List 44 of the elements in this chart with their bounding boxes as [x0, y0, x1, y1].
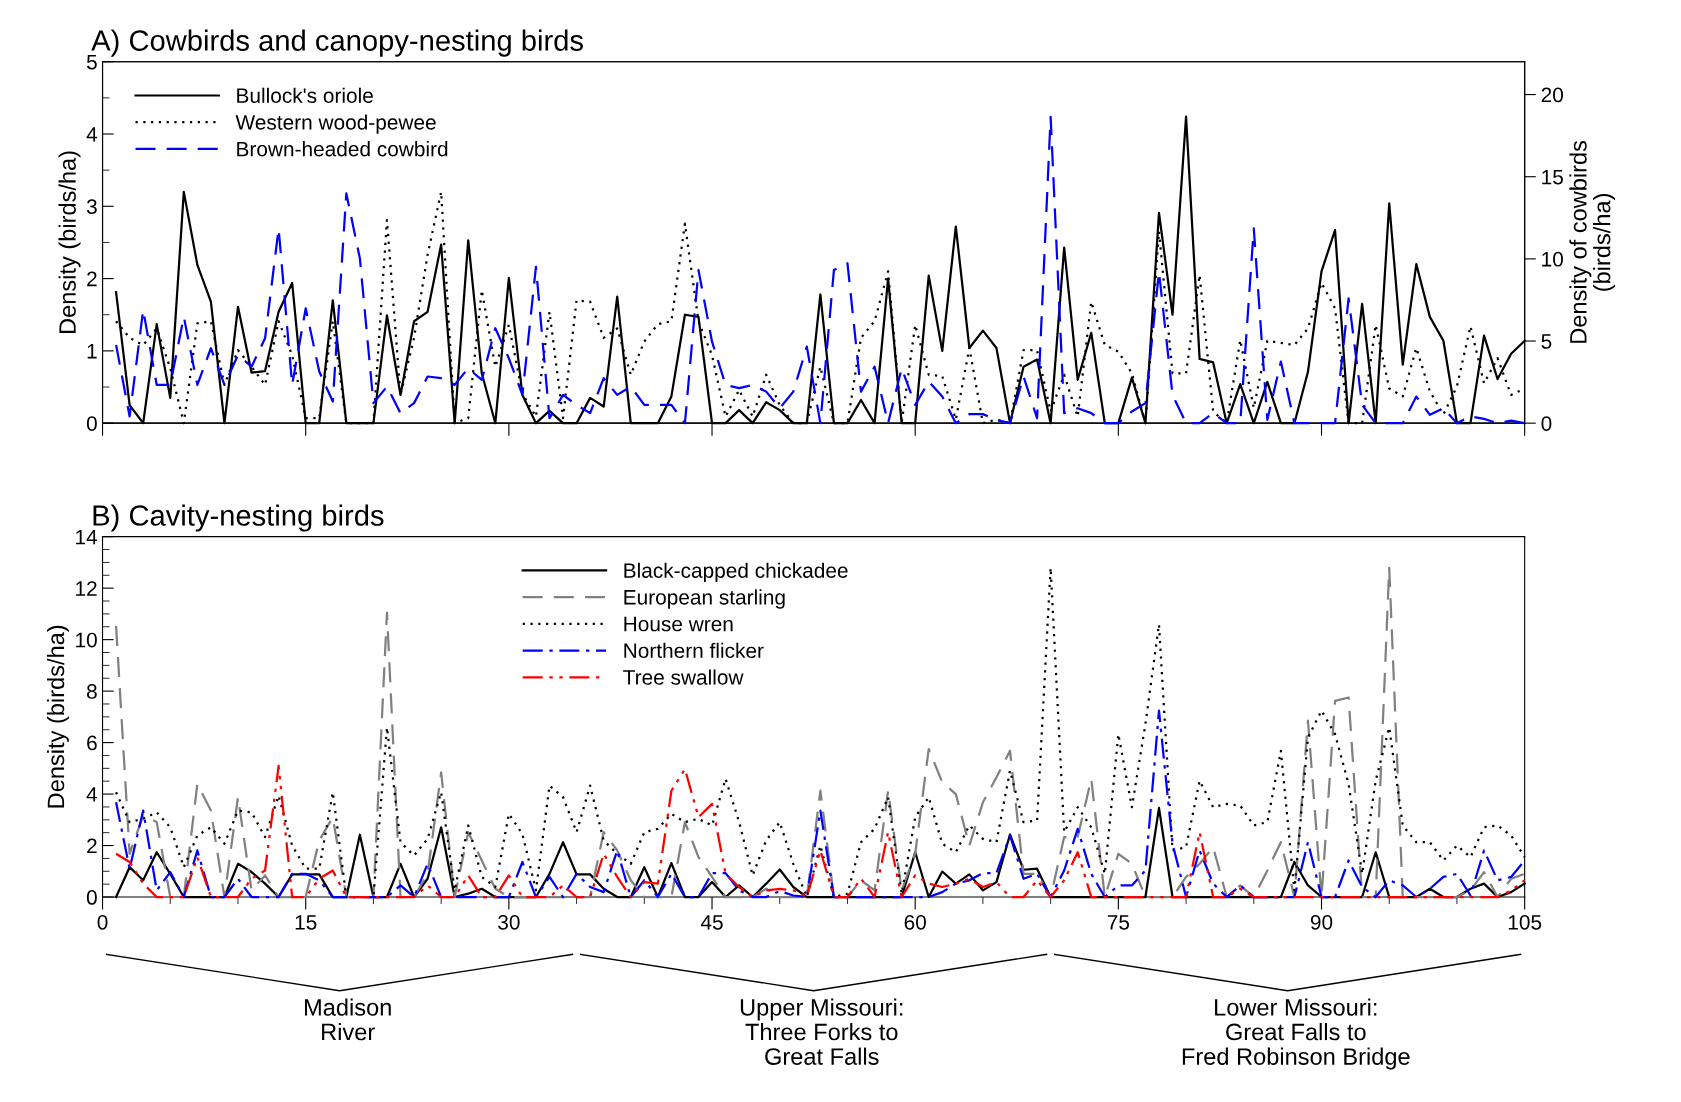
y2-tick-label: 20 — [1541, 87, 1563, 103]
x-tick-label: 45 — [700, 915, 723, 930]
y-tick-label: 12 — [76, 581, 97, 596]
chart-title: B) Cavity-nesting birds — [93, 504, 384, 532]
legend-label: Black-capped chickadee — [624, 562, 848, 583]
y-tick-label: 2 — [87, 271, 97, 287]
text: Madison River — [305, 998, 391, 1041]
y-axis-title: Density (birds/ha) — [58, 151, 81, 334]
y-tick-label: 6 — [87, 735, 97, 751]
y-tick-label: 4 — [86, 127, 98, 142]
y-tick-label: 2 — [87, 838, 97, 854]
legend-label: Western wood-pewee — [235, 114, 436, 134]
x-tick-label: 60 — [904, 914, 926, 930]
text: Upper Missouri: Three Forks to Great Falls — [740, 998, 903, 1065]
y2-tick-label: 5 — [1541, 334, 1552, 349]
x-tick-label: 75 — [1107, 915, 1130, 930]
x-tick-label: 90 — [1310, 914, 1333, 930]
text: Lower Missouri: Great Falls to Fred Robinson Bridge — [1182, 998, 1410, 1070]
y-tick-label: 0 — [86, 890, 97, 905]
line-series — [114, 764, 1526, 899]
x-tick-label: 105 — [1508, 914, 1542, 930]
y2-tick-label: 0 — [1541, 416, 1552, 431]
y2-tick-label: 10 — [1542, 251, 1563, 267]
legend-label: Northern flicker — [624, 642, 764, 659]
y-tick-label: 0 — [86, 416, 97, 431]
y-tick-label: 8 — [87, 684, 97, 699]
legend-label: Bullock's oriole — [237, 87, 373, 103]
y2-axis-title: Density of cowbirds (birds/ha) — [1569, 140, 1616, 343]
chart-title: A) Cowbirds and canopy-nesting birds — [91, 29, 583, 57]
legend-label: Tree swallow — [623, 669, 744, 685]
y2-tick-label: 15 — [1542, 169, 1563, 185]
x-tick-label: 30 — [498, 914, 520, 930]
y-tick-label: 14 — [76, 529, 98, 545]
x-tick-label: 0 — [97, 914, 108, 930]
y-tick-label: 1 — [87, 344, 97, 359]
y-tick-label: 3 — [86, 199, 97, 215]
y-tick-label: 4 — [86, 787, 98, 802]
legend-label: European starling — [624, 589, 785, 609]
legend-label: House wren — [624, 616, 733, 632]
y-tick-label: 10 — [76, 632, 97, 648]
y-axis-title: Density (birds/ha) — [46, 625, 69, 808]
legend-label: Brown-headed cowbird — [237, 141, 448, 157]
y-tick-label: 5 — [86, 54, 97, 70]
x-tick-label: 15 — [295, 915, 317, 930]
